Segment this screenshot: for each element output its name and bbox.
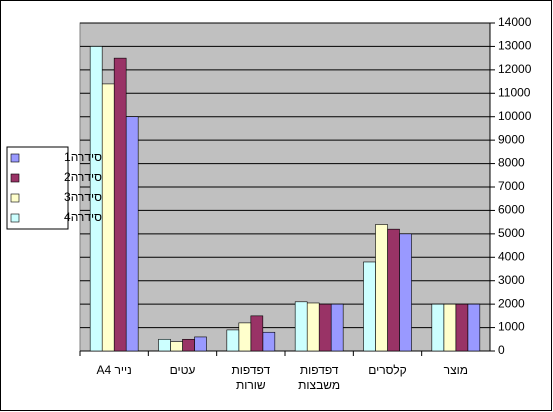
bar (318, 303, 332, 352)
y-tick-label: 1000 (498, 320, 525, 334)
bar (306, 302, 320, 352)
y-tick-label: 9000 (498, 132, 525, 146)
bar (375, 224, 388, 352)
bar (113, 57, 127, 352)
legend-label: סידרה2 (64, 170, 102, 184)
y-tick-label: 7000 (498, 179, 525, 193)
bar (194, 336, 207, 352)
legend-swatch (10, 213, 20, 223)
bar (125, 116, 139, 352)
y-tick-label: 8000 (498, 156, 525, 170)
y-tick-label: 13000 (498, 39, 532, 53)
bar (158, 338, 171, 352)
bar (89, 46, 103, 352)
bar (467, 303, 481, 352)
x-tick-label: מוצר (443, 363, 468, 377)
y-tick-label: 5000 (498, 226, 525, 240)
bar (431, 303, 445, 352)
legend-swatch (10, 153, 20, 163)
bar (262, 331, 276, 352)
legend-swatch (10, 193, 20, 203)
bar (170, 341, 183, 352)
x-tick-label: נייר A4 (96, 363, 132, 377)
bar (250, 315, 264, 352)
x-tick-label: דפדפות משבצות (298, 363, 341, 392)
y-tick-label: 11000 (498, 85, 531, 99)
bar (363, 261, 376, 352)
legend-label: סידרה3 (64, 190, 102, 204)
y-tick-label: 4000 (498, 249, 525, 263)
bar (238, 322, 252, 352)
y-tick-label: 14000 (498, 15, 532, 29)
y-tick-label: 6000 (498, 203, 525, 217)
bar (101, 83, 115, 352)
x-tick-label: קלסרים (368, 363, 407, 377)
bar (330, 303, 344, 352)
bar (226, 329, 240, 352)
legend-label: סידרה4 (64, 210, 102, 224)
y-tick-label: 2000 (498, 296, 525, 310)
legend-label: סידרה1 (64, 150, 102, 164)
y-tick-label: 0 (498, 343, 505, 357)
bar (294, 301, 308, 352)
bar (455, 303, 469, 352)
legend-swatch (10, 173, 20, 183)
bar (182, 338, 195, 352)
y-tick-label: 10000 (498, 109, 532, 123)
y-tick-label: 12000 (498, 62, 532, 76)
bar (443, 303, 457, 352)
bar (399, 233, 412, 352)
bar (387, 228, 400, 352)
x-tick-label: עטים (169, 363, 196, 377)
y-tick-label: 3000 (498, 273, 525, 287)
x-tick-label: דפדפות שורות (231, 363, 271, 392)
